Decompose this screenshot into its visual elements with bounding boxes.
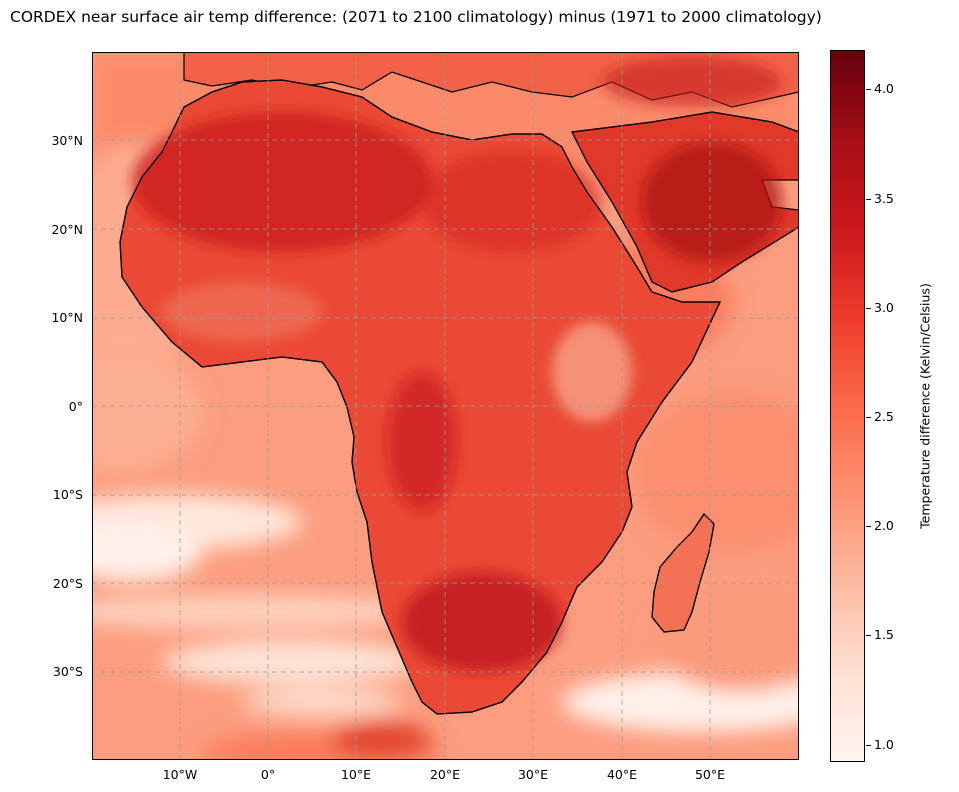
gridlines [92,52,799,760]
lat-label-20s: 20°S [52,576,83,591]
lat-label-20n: 20°N [51,222,83,237]
colorbar-tick-label: 2.0 [874,518,894,533]
colorbar [830,50,865,762]
lat-label-equator: 0° [68,399,83,414]
lat-label-10s: 10°S [52,487,83,502]
colorbar-tick-label: 1.5 [874,627,894,642]
lat-label-30n: 30°N [51,133,83,148]
colorbar-tick-mark [866,745,871,746]
colorbar-tick-mark [866,635,871,636]
map-frame [92,52,799,760]
colorbar-tick-label: 4.0 [874,81,894,96]
lon-label-10w: 10°W [162,767,198,782]
lon-label-30e: 30°E [517,767,549,782]
lon-label-50e: 50°E [694,767,726,782]
temperature-map [92,52,799,760]
colorbar-tick-mark [866,308,871,309]
lon-label-40e: 40°E [606,767,638,782]
lat-label-30s: 30°S [52,664,83,679]
colorbar-tick-label: 1.0 [874,737,894,752]
colorbar-tick-label: 3.5 [874,191,894,206]
lon-label-0: 0° [260,767,276,782]
map-panel [92,52,799,760]
colorbar-tick-mark [866,417,871,418]
colorbar-tick-mark [866,526,871,527]
colorbar-tick-mark [866,199,871,200]
lon-label-10e: 10°E [340,767,372,782]
lat-label-10n: 10°N [51,310,83,325]
colorbar-title: Temperature difference (Kelvin/Celsius) [917,283,933,529]
land-temperature-shading [132,57,782,672]
colorbar-tick-mark [866,89,871,90]
lon-label-20e: 20°E [429,767,461,782]
coastlines [119,79,799,715]
map-title: CORDEX near surface air temp difference:… [10,8,822,26]
colorbar-tick-label: 2.5 [874,409,894,424]
colorbar-tick-label: 3.0 [874,300,894,315]
